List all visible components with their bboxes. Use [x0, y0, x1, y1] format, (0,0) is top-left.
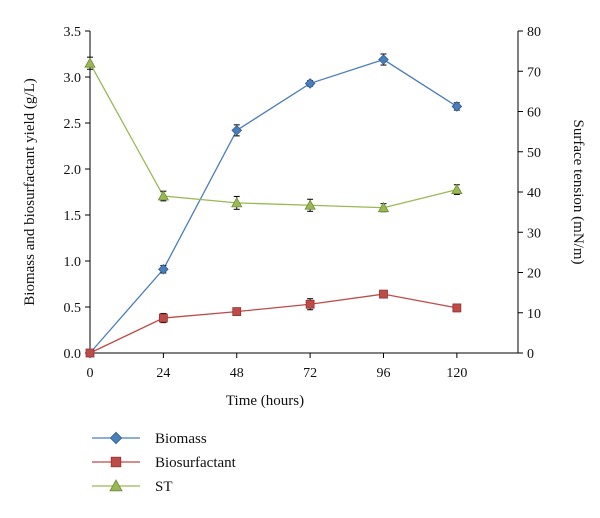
y2-tick-label: 40: [527, 186, 541, 201]
x-tick-label: 0: [87, 366, 94, 381]
legend-item-st: ST: [92, 479, 173, 495]
y2-tick-label: 50: [527, 146, 541, 161]
y-tick-label: 2.0: [64, 163, 82, 178]
series-st: [84, 56, 463, 213]
point-st: [304, 199, 316, 210]
point-biomass: [231, 125, 243, 136]
point-biosurfactant: [232, 307, 242, 317]
legend-marker-st: [109, 479, 123, 492]
y-tick-label: 1.0: [64, 255, 82, 270]
point-biosurfactant: [452, 303, 462, 313]
line-biosurfactant: [89, 293, 457, 354]
x-tick-label: 48: [230, 366, 244, 381]
point-st: [377, 201, 390, 213]
point-biosurfactant: [85, 348, 95, 358]
legend-marker-biosurfactant: [110, 456, 122, 468]
y2-tick-label: 10: [527, 307, 541, 322]
y-tick-label: 3.0: [64, 71, 82, 86]
y-tick-label: 1.5: [64, 209, 82, 224]
legend-label-biosurfactant: Biosurfactant: [155, 455, 237, 471]
point-biosurfactant: [158, 313, 168, 323]
legend-label-st: ST: [155, 479, 173, 495]
point-biomass: [158, 263, 169, 275]
legend-marker-biomass: [109, 431, 123, 445]
point-biosurfactant: [305, 299, 315, 309]
x-tick-label: 120: [446, 366, 467, 381]
y2-tick-label: 20: [527, 267, 541, 282]
legend-item-biomass: Biomass: [92, 431, 207, 447]
line-biomass: [89, 58, 458, 354]
y-axis-left-title: Biomass and biosurfactant yield (g/L): [22, 78, 38, 305]
point-biosurfactant: [379, 289, 388, 299]
point-st: [451, 183, 463, 194]
series: [84, 53, 463, 359]
y2-tick-label: 30: [527, 226, 541, 241]
legend: Biomass Biosurfactant ST: [92, 431, 237, 495]
point-st: [84, 57, 96, 68]
y-tick-label: 0.5: [64, 301, 82, 316]
legend-item-biosurfactant: Biosurfactant: [92, 455, 237, 471]
point-st: [231, 197, 243, 208]
y-axis-right-title: Surface tension (mN/m): [570, 120, 586, 265]
x-tick-label: 96: [376, 366, 390, 381]
y-tick-label: 0.0: [64, 347, 82, 362]
ticks: 0.0 0.5 1.0 1.5 2.0 2.5 3.0 3.5 0 10 20 30 40 50 60 70 8…: [64, 25, 542, 381]
point-biomass: [451, 101, 463, 112]
point-biomass: [378, 54, 389, 65]
y-tick-label: 2.5: [64, 117, 82, 132]
y2-tick-label: 0: [527, 347, 534, 362]
x-tick-label: 24: [156, 366, 170, 381]
y-tick-label: 3.5: [64, 25, 82, 40]
point-biomass: [304, 78, 316, 89]
point-st: [157, 190, 170, 201]
y2-tick-label: 60: [527, 106, 541, 121]
line-st: [89, 62, 458, 209]
series-biomass: [84, 53, 463, 359]
y2-tick-label: 70: [527, 65, 541, 80]
x-tick-label: 72: [303, 366, 317, 381]
legend-label-biomass: Biomass: [155, 431, 207, 447]
x-axis-title: Time (hours): [226, 393, 304, 409]
series-biosurfactant: [85, 289, 462, 358]
y2-tick-label: 80: [527, 25, 541, 40]
